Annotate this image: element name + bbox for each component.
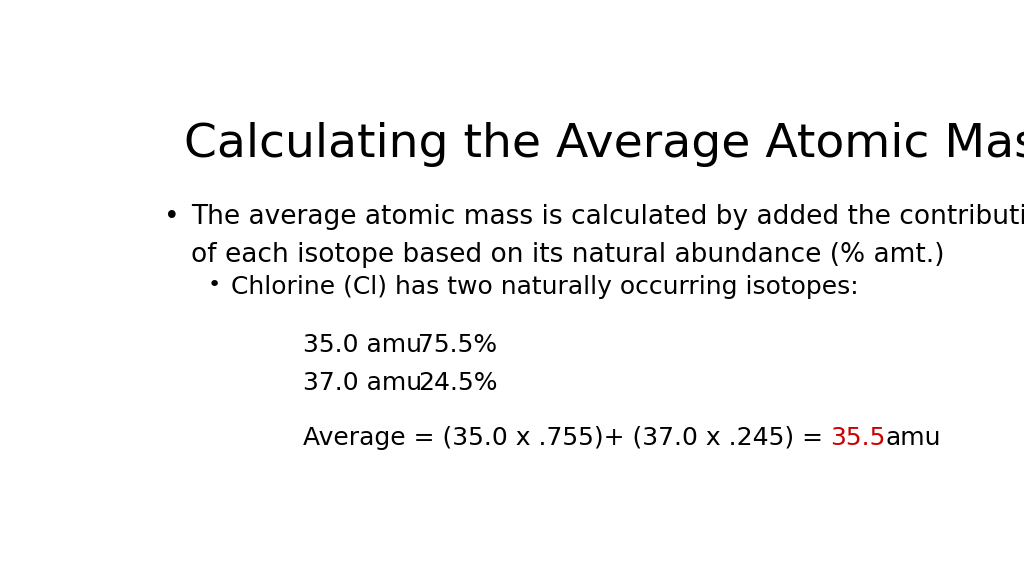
Text: 35.5: 35.5 — [830, 426, 886, 450]
Text: •: • — [207, 275, 220, 295]
Text: amu: amu — [886, 426, 941, 450]
Text: 24.5%: 24.5% — [418, 371, 498, 395]
Text: 37.0 amu: 37.0 amu — [303, 371, 422, 395]
Text: 75.5%: 75.5% — [418, 333, 497, 357]
Text: •: • — [164, 204, 179, 230]
Text: Average = (35.0 x .755)+ (37.0 x .245) =: Average = (35.0 x .755)+ (37.0 x .245) = — [303, 426, 830, 450]
Text: of each isotope based on its natural abundance (% amt.): of each isotope based on its natural abu… — [191, 242, 945, 268]
Text: The average atomic mass is calculated by added the contributing mass: The average atomic mass is calculated by… — [191, 204, 1024, 230]
Text: Chlorine (Cl) has two naturally occurring isotopes:: Chlorine (Cl) has two naturally occurrin… — [231, 275, 859, 300]
Text: 35.0 amu: 35.0 amu — [303, 333, 422, 357]
Text: Calculating the Average Atomic Mass:: Calculating the Average Atomic Mass: — [183, 122, 1024, 168]
